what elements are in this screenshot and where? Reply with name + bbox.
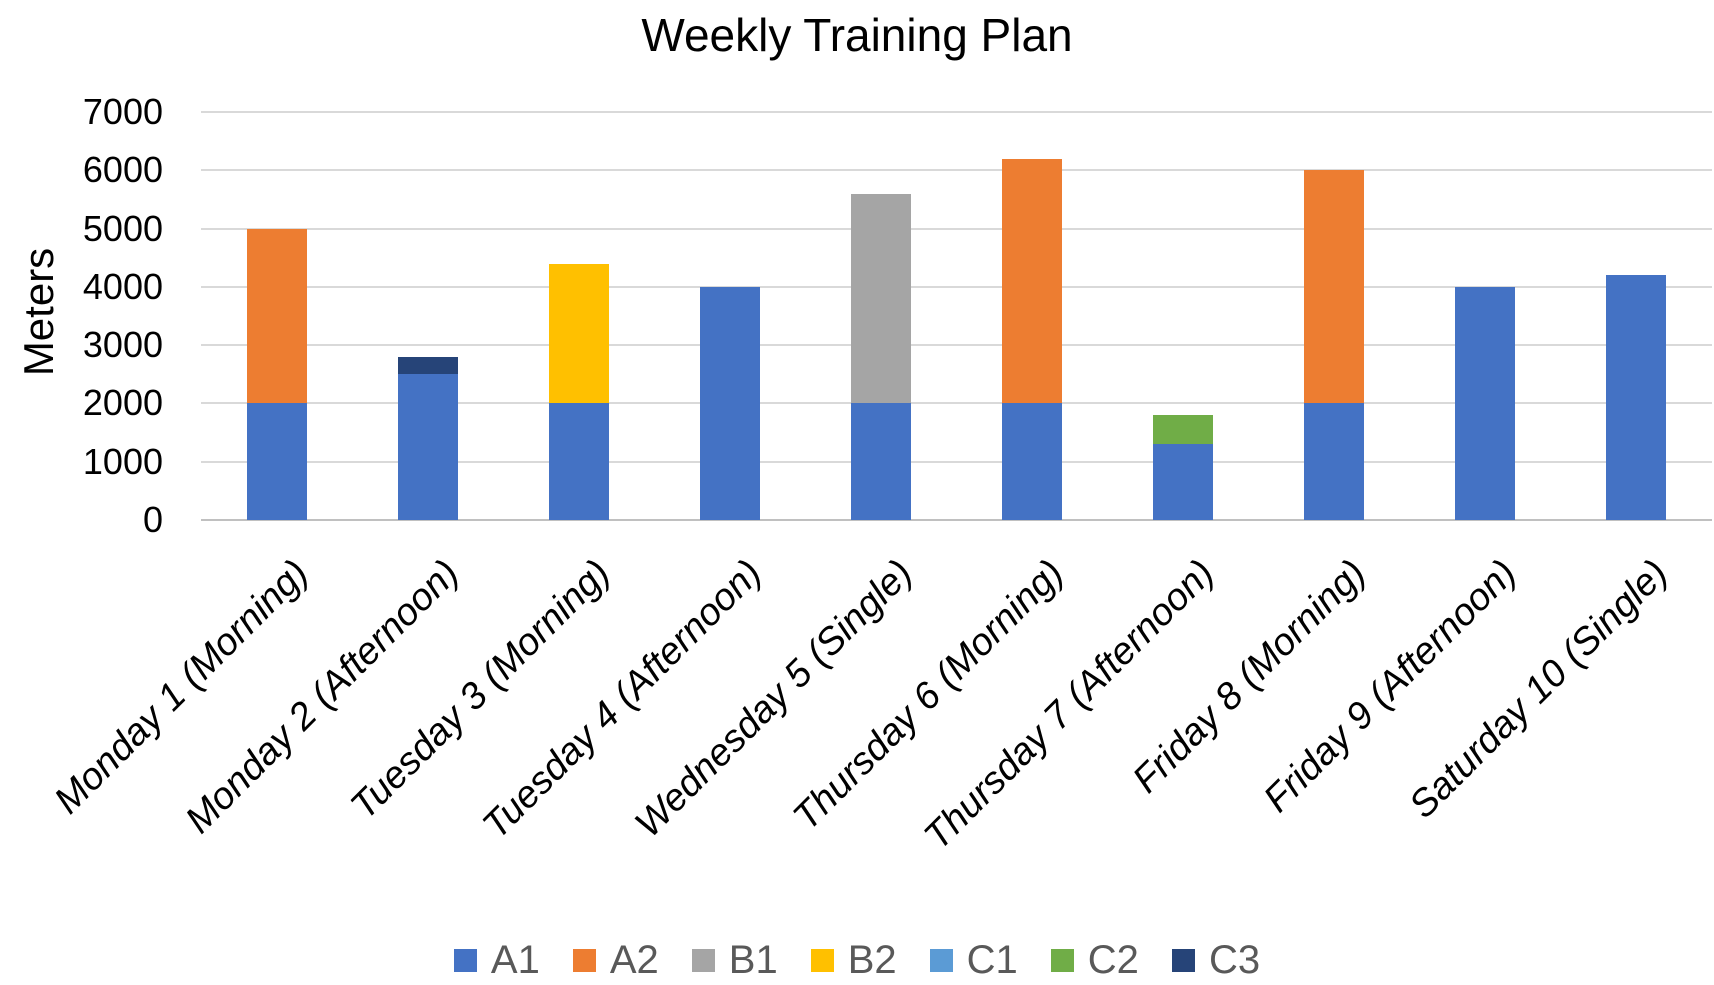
bar-segment-A2 xyxy=(1304,170,1365,404)
legend-label: B1 xyxy=(728,938,778,982)
y-tick-label: 5000 xyxy=(82,207,163,249)
bar-monday-2-afternoon xyxy=(397,356,458,520)
y-tick-label: 1000 xyxy=(82,440,163,482)
plot-area xyxy=(201,111,1712,521)
bar-saturday-10-single xyxy=(1606,275,1667,520)
y-tick-label: 7000 xyxy=(82,91,163,132)
x-axis-label: Tuesday 3 (Morning) xyxy=(342,552,619,828)
x-axis-label: Wednesday 5 (Single) xyxy=(627,552,921,846)
x-axis-line xyxy=(201,519,1712,521)
gridline xyxy=(201,285,1712,288)
bar-segment-A1 xyxy=(397,374,458,520)
bar-thursday-6-morning xyxy=(1002,158,1063,520)
legend-swatch-C2 xyxy=(1050,949,1074,972)
bar-segment-A1 xyxy=(246,403,307,520)
bar-segment-A1 xyxy=(699,286,760,520)
x-axis-label: Monday 1 (Morning) xyxy=(46,552,317,823)
bar-segment-C3 xyxy=(397,356,458,375)
x-axis-label: Monday 2 (Afternoon) xyxy=(177,552,468,842)
bar-segment-A1 xyxy=(850,403,911,520)
legend-label: B2 xyxy=(847,938,897,982)
legend-item-C2: C2 xyxy=(1050,938,1139,983)
gridline xyxy=(201,460,1712,463)
legend-label: C1 xyxy=(966,938,1018,982)
gridline xyxy=(201,344,1712,347)
x-axis-label: Thursday 6 (Morning) xyxy=(785,552,1072,839)
gridline xyxy=(201,111,1712,113)
y-tick-label: 6000 xyxy=(82,149,163,191)
legend-item-C1: C1 xyxy=(929,938,1018,983)
bar-segment-C2 xyxy=(1153,415,1214,445)
bar-friday-9-afternoon xyxy=(1455,286,1516,520)
gridline xyxy=(201,402,1712,405)
y-tick-label: 2000 xyxy=(82,382,163,424)
x-axis-label: Friday 9 (Afternoon) xyxy=(1256,552,1526,821)
legend-label: C2 xyxy=(1087,938,1139,982)
y-tick-label: 3000 xyxy=(82,324,163,366)
bar-thursday-7-afternoon xyxy=(1153,415,1214,520)
legend-label: A2 xyxy=(609,938,659,982)
gridline xyxy=(201,169,1712,172)
x-axis-label: Thursday 7 (Afternoon) xyxy=(916,552,1223,859)
legend-swatch-B1 xyxy=(691,949,715,972)
bar-segment-A1 xyxy=(1304,403,1365,520)
legend-item-A1: A1 xyxy=(453,938,540,983)
legend-swatch-C3 xyxy=(1171,949,1195,972)
legend-swatch-A2 xyxy=(572,949,596,972)
chart-title: Weekly Training Plan xyxy=(641,9,1073,61)
x-axis-label: Saturday 10 (Single) xyxy=(1401,552,1677,827)
bar-tuesday-3-morning xyxy=(548,263,609,520)
bar-tuesday-4-afternoon xyxy=(699,286,760,520)
gridline xyxy=(201,227,1712,230)
y-axis-tick-labels: 0 1000 2000 3000 4000 5000 6000 7000 xyxy=(0,91,163,540)
bar-wednesday-5-single xyxy=(850,193,911,520)
legend-item-B1: B1 xyxy=(691,938,778,983)
bar-segment-A1 xyxy=(1002,403,1063,520)
bar-segment-A2 xyxy=(1002,158,1063,404)
y-tick-label: 0 xyxy=(142,499,163,540)
legend-item-B2: B2 xyxy=(810,938,897,983)
legend-swatch-B2 xyxy=(810,949,834,972)
legend-item-A2: A2 xyxy=(572,938,659,983)
x-axis-label: Tuesday 4 (Afternoon) xyxy=(474,552,770,848)
bar-segment-B1 xyxy=(850,193,911,404)
bar-segment-B2 xyxy=(548,263,609,404)
legend-swatch-A1 xyxy=(453,949,477,972)
bar-segment-A1 xyxy=(1606,275,1667,520)
legend-label: A1 xyxy=(490,938,540,982)
y-tick-label: 4000 xyxy=(82,265,163,307)
bar-segment-A2 xyxy=(246,228,307,404)
legend-label: C3 xyxy=(1208,938,1261,982)
bar-segment-A1 xyxy=(1455,286,1516,520)
legend-item-C3: C3 xyxy=(1171,938,1261,983)
legend-swatch-C1 xyxy=(929,949,953,972)
legend: A1 A2 B1 B2 C1 C2 C3 xyxy=(0,938,1714,983)
bar-friday-8-morning xyxy=(1304,170,1365,520)
bar-monday-1-morning xyxy=(246,228,307,520)
bar-segment-A1 xyxy=(1153,444,1214,520)
bar-segment-A1 xyxy=(548,403,609,520)
